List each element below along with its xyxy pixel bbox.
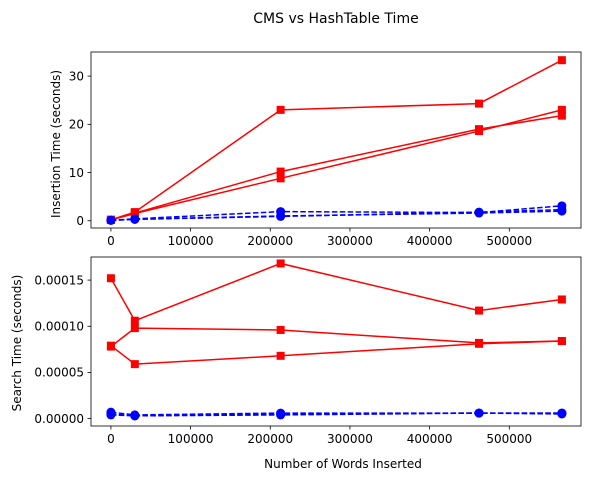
insertion-time-chart: Insertion Time (seconds) 0 100000 200000 30…	[49, 51, 582, 248]
search-series-0-point-4	[557, 295, 566, 304]
search-series-5-point-4	[557, 409, 567, 419]
insertion-series-1-point-2	[276, 167, 285, 176]
search-y-tick-label-3: 0.00015	[34, 273, 84, 287]
insertion-series-2-point-2	[276, 174, 285, 183]
search-series-0-point-0	[106, 274, 115, 283]
search-y-tick-label-0: 0.00000	[34, 412, 84, 426]
insertion-x-tick-label-2: 200000	[247, 234, 293, 248]
insertion-series-0-point-4	[557, 56, 566, 65]
search-series-line-0	[110, 262, 562, 322]
search-y-axis-label: Search Time (seconds)	[10, 275, 24, 412]
search-series-2-point-4	[557, 337, 566, 346]
search-x-tick-label-2: 200000	[247, 432, 293, 446]
search-series-1-point-1	[130, 324, 139, 333]
insertion-x-tick-label-3: 300000	[327, 234, 373, 248]
insertion-x-tick-label-0: 0	[107, 234, 115, 248]
insertion-x-tick-label-1: 100000	[168, 234, 214, 248]
insertion-y-tick-label-2: 20	[69, 118, 84, 132]
search-x-tick-label-5: 500000	[486, 432, 532, 446]
search-series-5-point-3	[474, 408, 484, 418]
insertion-series-5-point-4	[557, 206, 567, 216]
insertion-series-5-point-3	[474, 208, 484, 218]
search-series-5-point-0	[106, 410, 116, 420]
insertion-series-1-point-4	[557, 111, 566, 120]
insertion-y-tick-label-1: 10	[69, 166, 84, 180]
search-time-chart: Search Time (seconds) Number of Words In…	[10, 256, 582, 471]
insertion-series-0-point-2	[276, 105, 285, 114]
insertion-series-5-point-2	[276, 211, 286, 221]
search-series-0-point-1	[130, 316, 139, 325]
insertion-series-line-0	[110, 59, 563, 221]
search-series-2-point-3	[475, 339, 484, 348]
insertion-y-axis-label: Insertion Time (seconds)	[49, 70, 63, 218]
insertion-series-line-1	[110, 114, 563, 221]
search-axes-frame	[90, 256, 582, 427]
insertion-series-5-point-0	[106, 215, 116, 225]
insertion-series-2-point-3	[475, 127, 484, 136]
search-y-tick-label-2: 0.00010	[34, 320, 84, 334]
search-x-tick-label-0: 0	[107, 432, 115, 446]
insertion-y-tick-label-3: 30	[69, 69, 84, 83]
search-series-5-point-2	[276, 410, 286, 420]
search-series-0-point-2	[276, 259, 285, 268]
search-series-2-point-2	[276, 351, 285, 360]
insertion-series-0-point-3	[475, 99, 484, 108]
search-x-tick-label-3: 300000	[327, 432, 373, 446]
insertion-x-tick-label-5: 500000	[486, 234, 532, 248]
search-x-tick-label-4: 400000	[407, 432, 453, 446]
figure-title: CMS vs HashTable Time	[253, 11, 418, 27]
search-series-line-2	[110, 340, 562, 365]
search-series-2-point-0	[106, 341, 115, 350]
insertion-axes-frame	[90, 51, 582, 229]
search-series-1-point-2	[276, 325, 285, 334]
insertion-x-tick-label-4: 400000	[407, 234, 453, 248]
insertion-series-2-point-1	[130, 209, 139, 218]
insertion-series-5-point-1	[130, 214, 140, 224]
search-series-5-point-1	[130, 411, 140, 421]
search-x-tick-label-1: 100000	[168, 432, 214, 446]
search-series-2-point-1	[130, 360, 139, 369]
insertion-y-tick-label-0: 0	[76, 214, 84, 228]
search-y-tick-label-1: 0.00005	[34, 366, 84, 380]
search-x-axis-label: Number of Words Inserted	[264, 457, 422, 471]
search-series-0-point-3	[475, 306, 484, 315]
insertion-series-2-point-4	[557, 105, 566, 114]
